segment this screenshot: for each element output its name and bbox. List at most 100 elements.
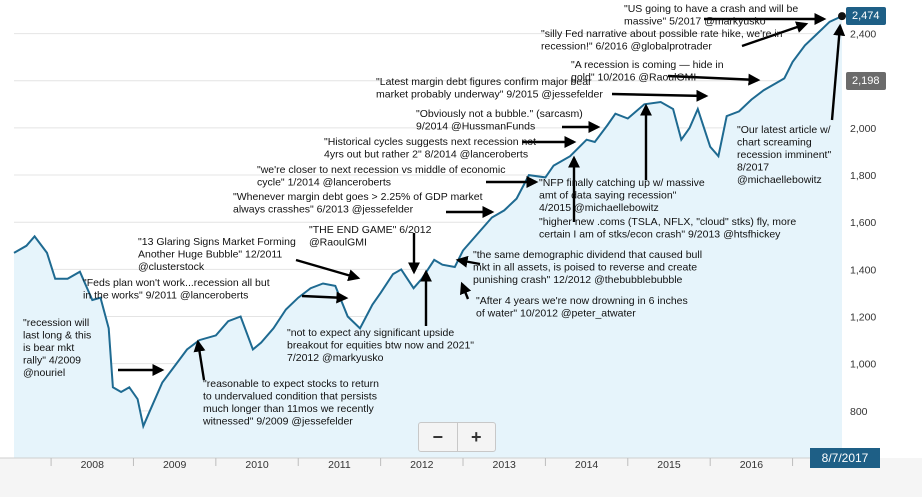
annotation-19: "reasonable to expect stocks to return to…	[202, 378, 379, 428]
annotation-8: "Whenever margin debt goes > 2.25% of GD…	[233, 191, 483, 216]
annotation-line: 4/2015 @michaellebowitz	[539, 202, 659, 214]
annotation-line: "the same demographic dividend that caus…	[473, 249, 702, 261]
annotation-line: "Our latest article w/	[737, 124, 831, 136]
annotation-1: "US going to have a crash and will be mas…	[624, 3, 798, 28]
zoom-controls: − +	[418, 422, 496, 452]
annotation-line: "13 Glaring Signs Market Forming	[138, 236, 296, 248]
annotation-arrow	[667, 73, 761, 86]
annotation-line: "higher new .coms (TSLA, NFLX, "cloud" s…	[539, 216, 796, 228]
annotation-line: "Feds plan won't work...recession all bu…	[83, 277, 270, 289]
y-tick-label: 1,800	[850, 170, 876, 182]
annotation-9: "Our latest article w/chart screaming rec…	[737, 124, 831, 186]
annotation-arrow	[830, 23, 846, 121]
annotation-line: "Historical cycles suggests next recessi…	[324, 136, 536, 148]
annotation-12: "THE END GAME" 6/2012 @RaoulGMI	[309, 224, 432, 249]
annotation-line: "THE END GAME" 6/2012	[309, 224, 432, 236]
y-tick-label: 2,400	[850, 29, 876, 41]
annotation-arrow	[459, 281, 472, 300]
x-tick-label: 2015	[657, 459, 681, 471]
x-tick-label: 2009	[163, 459, 187, 471]
annotation-line: "silly Fed narrative about possible rate…	[541, 28, 783, 40]
annotations: "US going to have a crash and will be mas…	[23, 3, 831, 428]
y-tick-label: 1,600	[850, 217, 876, 229]
annotation-line: "A recession is coming — hide in	[571, 59, 724, 71]
annotation-line: "we're closer to next recession vs middl…	[257, 164, 506, 176]
annotation-3: "A recession is coming — hide in gold" 10…	[571, 59, 724, 84]
annotation-4: "Latest margin debt figures confirm majo…	[376, 76, 603, 101]
latest-point-marker	[838, 12, 846, 21]
x-axis-band	[0, 458, 922, 497]
annotation-line: amt of data saying recession"	[539, 190, 677, 202]
annotation-line: last long & this	[23, 330, 91, 342]
annotation-2: "silly Fed narrative about possible rate…	[541, 28, 783, 53]
annotation-11: "higher new .coms (TSLA, NFLX, "cloud" s…	[539, 216, 796, 241]
annotation-16: "After 4 years we're now drowning in 6 i…	[476, 295, 688, 320]
annotation-line: chart screaming	[737, 137, 812, 149]
annotation-line: cycle" 1/2014 @lanceroberts	[257, 177, 391, 189]
annotation-line: always crasshes" 6/2013 @jessefelder	[233, 204, 414, 216]
annotation-15: "the same demographic dividend that caus…	[473, 249, 702, 286]
x-tick-label: 2014	[575, 459, 599, 471]
y-tick-label: 1,400	[850, 264, 876, 276]
annotation-18: "not to expect any significant upside bre…	[287, 327, 474, 364]
annotation-line: @nouriel	[23, 367, 65, 379]
annotation-line: to undervalued condition that persists	[203, 391, 377, 403]
annotation-arrow	[193, 339, 206, 381]
price-line	[13, 15, 843, 430]
annotation-line: "reasonable to expect stocks to return	[203, 378, 379, 390]
y-tick-label: 800	[850, 406, 868, 418]
annotation-line: recession!" 6/2016 @globalprotrader	[541, 41, 712, 53]
annotation-5: "Obviously not a bubble." (sarcasm) 9/201…	[416, 108, 583, 133]
annotation-line: "recession will	[23, 317, 89, 329]
annotation-6: "Historical cycles suggests next recessi…	[324, 136, 536, 161]
gridlines	[14, 33, 842, 412]
annotation-arrow	[741, 21, 809, 48]
annotation-line: certain I am of stks/econ crash" 9/2013 …	[539, 229, 781, 241]
annotation-7: "we're closer to next recession vs middl…	[257, 164, 506, 189]
annotation-line: @michaellebowitz	[737, 174, 822, 186]
annotation-13: "13 Glaring Signs Market Forming Another …	[138, 236, 296, 273]
annotation-17: "recession will last long & this is bear m…	[23, 317, 91, 379]
annotation-line: in the works" 9/2011 @lanceroberts	[83, 290, 248, 302]
annotation-line: witnessed" 9/2009 @jessefelder	[202, 416, 353, 428]
annotation-line: "US going to have a crash and will be	[624, 3, 798, 15]
annotation-line: "Whenever margin debt goes > 2.25% of GD…	[233, 191, 483, 203]
annotation-arrows	[118, 13, 846, 381]
annotation-arrow	[455, 255, 481, 268]
annotation-10: "NFP finally catching up w/ massive amt o…	[539, 177, 705, 214]
x-tick-label: 2012	[410, 459, 434, 471]
x-tick-label: 2013	[493, 459, 517, 471]
annotation-14: "Feds plan won't work...recession all bu…	[83, 277, 270, 302]
annotation-line: punishing crash" 12/2012 @thebubblebubbl…	[473, 274, 683, 286]
annotation-line: @RaoulGMI	[309, 237, 367, 249]
annotation-line: gold" 10/2016 @RaoulGMI	[571, 72, 696, 84]
annotation-line: much longer than 11mos we recently	[203, 403, 375, 415]
annotation-line: massive" 5/2017 @markyusko	[624, 16, 766, 28]
annotation-line: 9/2014 @HussmanFunds	[416, 121, 535, 133]
x-tick-label: 2010	[245, 459, 269, 471]
annotation-line: "NFP finally catching up w/ massive	[539, 177, 705, 189]
annotation-line: rally" 4/2009	[23, 355, 81, 367]
date-badge: 8/7/2017	[810, 448, 880, 468]
annotation-line: @clusterstock	[138, 261, 205, 273]
x-axis: 2008200920102011201220132014201520162017	[0, 457, 922, 497]
annotation-line: recession imminent"	[737, 149, 831, 161]
annotation-line: of water" 10/2012 @peter_atwater	[476, 308, 636, 320]
annotation-line: breakout for equities btw now and 2021"	[287, 340, 474, 352]
zoom-out-button[interactable]: −	[432, 426, 443, 447]
annotation-line: market probably underway" 9/2015 @jessef…	[376, 89, 603, 101]
x-tick-label: 2016	[740, 459, 764, 471]
annotation-line: 7/2012 @markyusko	[287, 352, 384, 364]
price-area	[14, 16, 842, 458]
x-tick-label: 2011	[328, 459, 351, 471]
zoom-in-button[interactable]: +	[456, 423, 496, 451]
y-tick-label: 1,200	[850, 312, 876, 324]
current-price-badge: 2,474	[846, 7, 886, 25]
annotation-line: 4yrs out but rather 2" 8/2014 @lancerobe…	[324, 149, 528, 161]
annotation-line: "Latest margin debt figures confirm majo…	[376, 76, 592, 88]
y-tick-label: 2,000	[850, 123, 876, 135]
annotation-arrow	[611, 89, 709, 102]
y-tick-label: 1,000	[850, 359, 876, 371]
annotation-line: is bear mkt	[23, 342, 74, 354]
annotation-line: "not to expect any significant upside	[287, 327, 454, 339]
